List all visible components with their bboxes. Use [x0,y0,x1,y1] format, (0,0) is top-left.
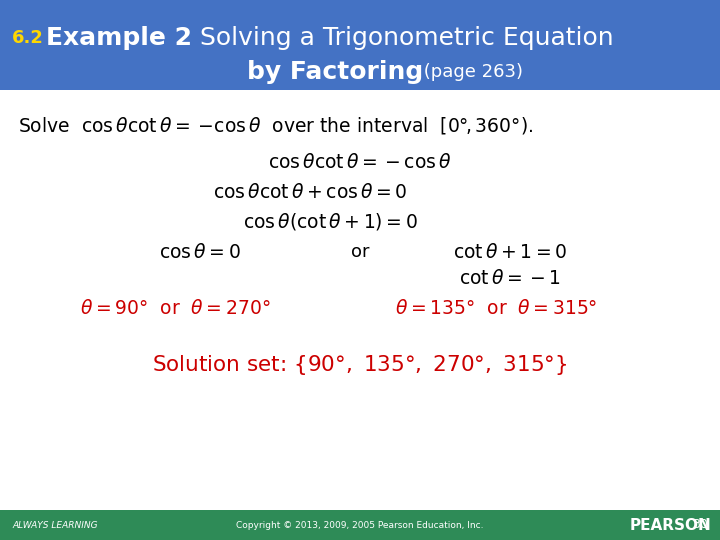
Text: PEARSON: PEARSON [630,517,712,532]
Text: by Factoring: by Factoring [247,60,423,84]
Text: 6.2: 6.2 [12,29,44,47]
Text: $\cot\theta = -1$: $\cot\theta = -1$ [459,268,561,287]
Text: or: or [351,243,369,261]
Text: $\cot\theta + 1 = 0$: $\cot\theta + 1 = 0$ [453,242,567,261]
Text: Copyright © 2013, 2009, 2005 Pearson Education, Inc.: Copyright © 2013, 2009, 2005 Pearson Edu… [236,521,484,530]
Text: $\theta = 90°$  or  $\theta = 270°$: $\theta = 90°$ or $\theta = 270°$ [80,299,271,318]
Text: Solution set: $\{90°,\ 135°,\ 270°,\ 315°\}$: Solution set: $\{90°,\ 135°,\ 270°,\ 315… [152,353,568,377]
Text: $\cos\theta\cot\theta + \cos\theta = 0$: $\cos\theta\cot\theta + \cos\theta = 0$ [213,183,408,201]
Text: (page 263): (page 263) [418,63,523,81]
Text: $\theta = 135°$  or  $\theta = 315°$: $\theta = 135°$ or $\theta = 315°$ [395,299,598,318]
Text: Solving a Trigonometric Equation: Solving a Trigonometric Equation [192,26,613,50]
Bar [0,0,720,90]
Bar [0,510,720,540]
Text: ALWAYS LEARNING: ALWAYS LEARNING [12,521,98,530]
Text: Solve  $\cos\theta\cot\theta = -\!\cos\theta$  over the interval  $\left[0°\!,36: Solve $\cos\theta\cot\theta = -\!\cos\th… [18,114,534,136]
Text: $\cos\theta\left(\cot\theta + 1\right) = 0$: $\cos\theta\left(\cot\theta + 1\right) =… [243,212,418,233]
Text: Example 2: Example 2 [46,26,192,50]
Text: 30: 30 [692,518,708,531]
Text: $\cos\theta\cot\theta = -\cos\theta$: $\cos\theta\cot\theta = -\cos\theta$ [269,152,451,172]
Text: $\cos\theta = 0$: $\cos\theta = 0$ [159,242,241,261]
